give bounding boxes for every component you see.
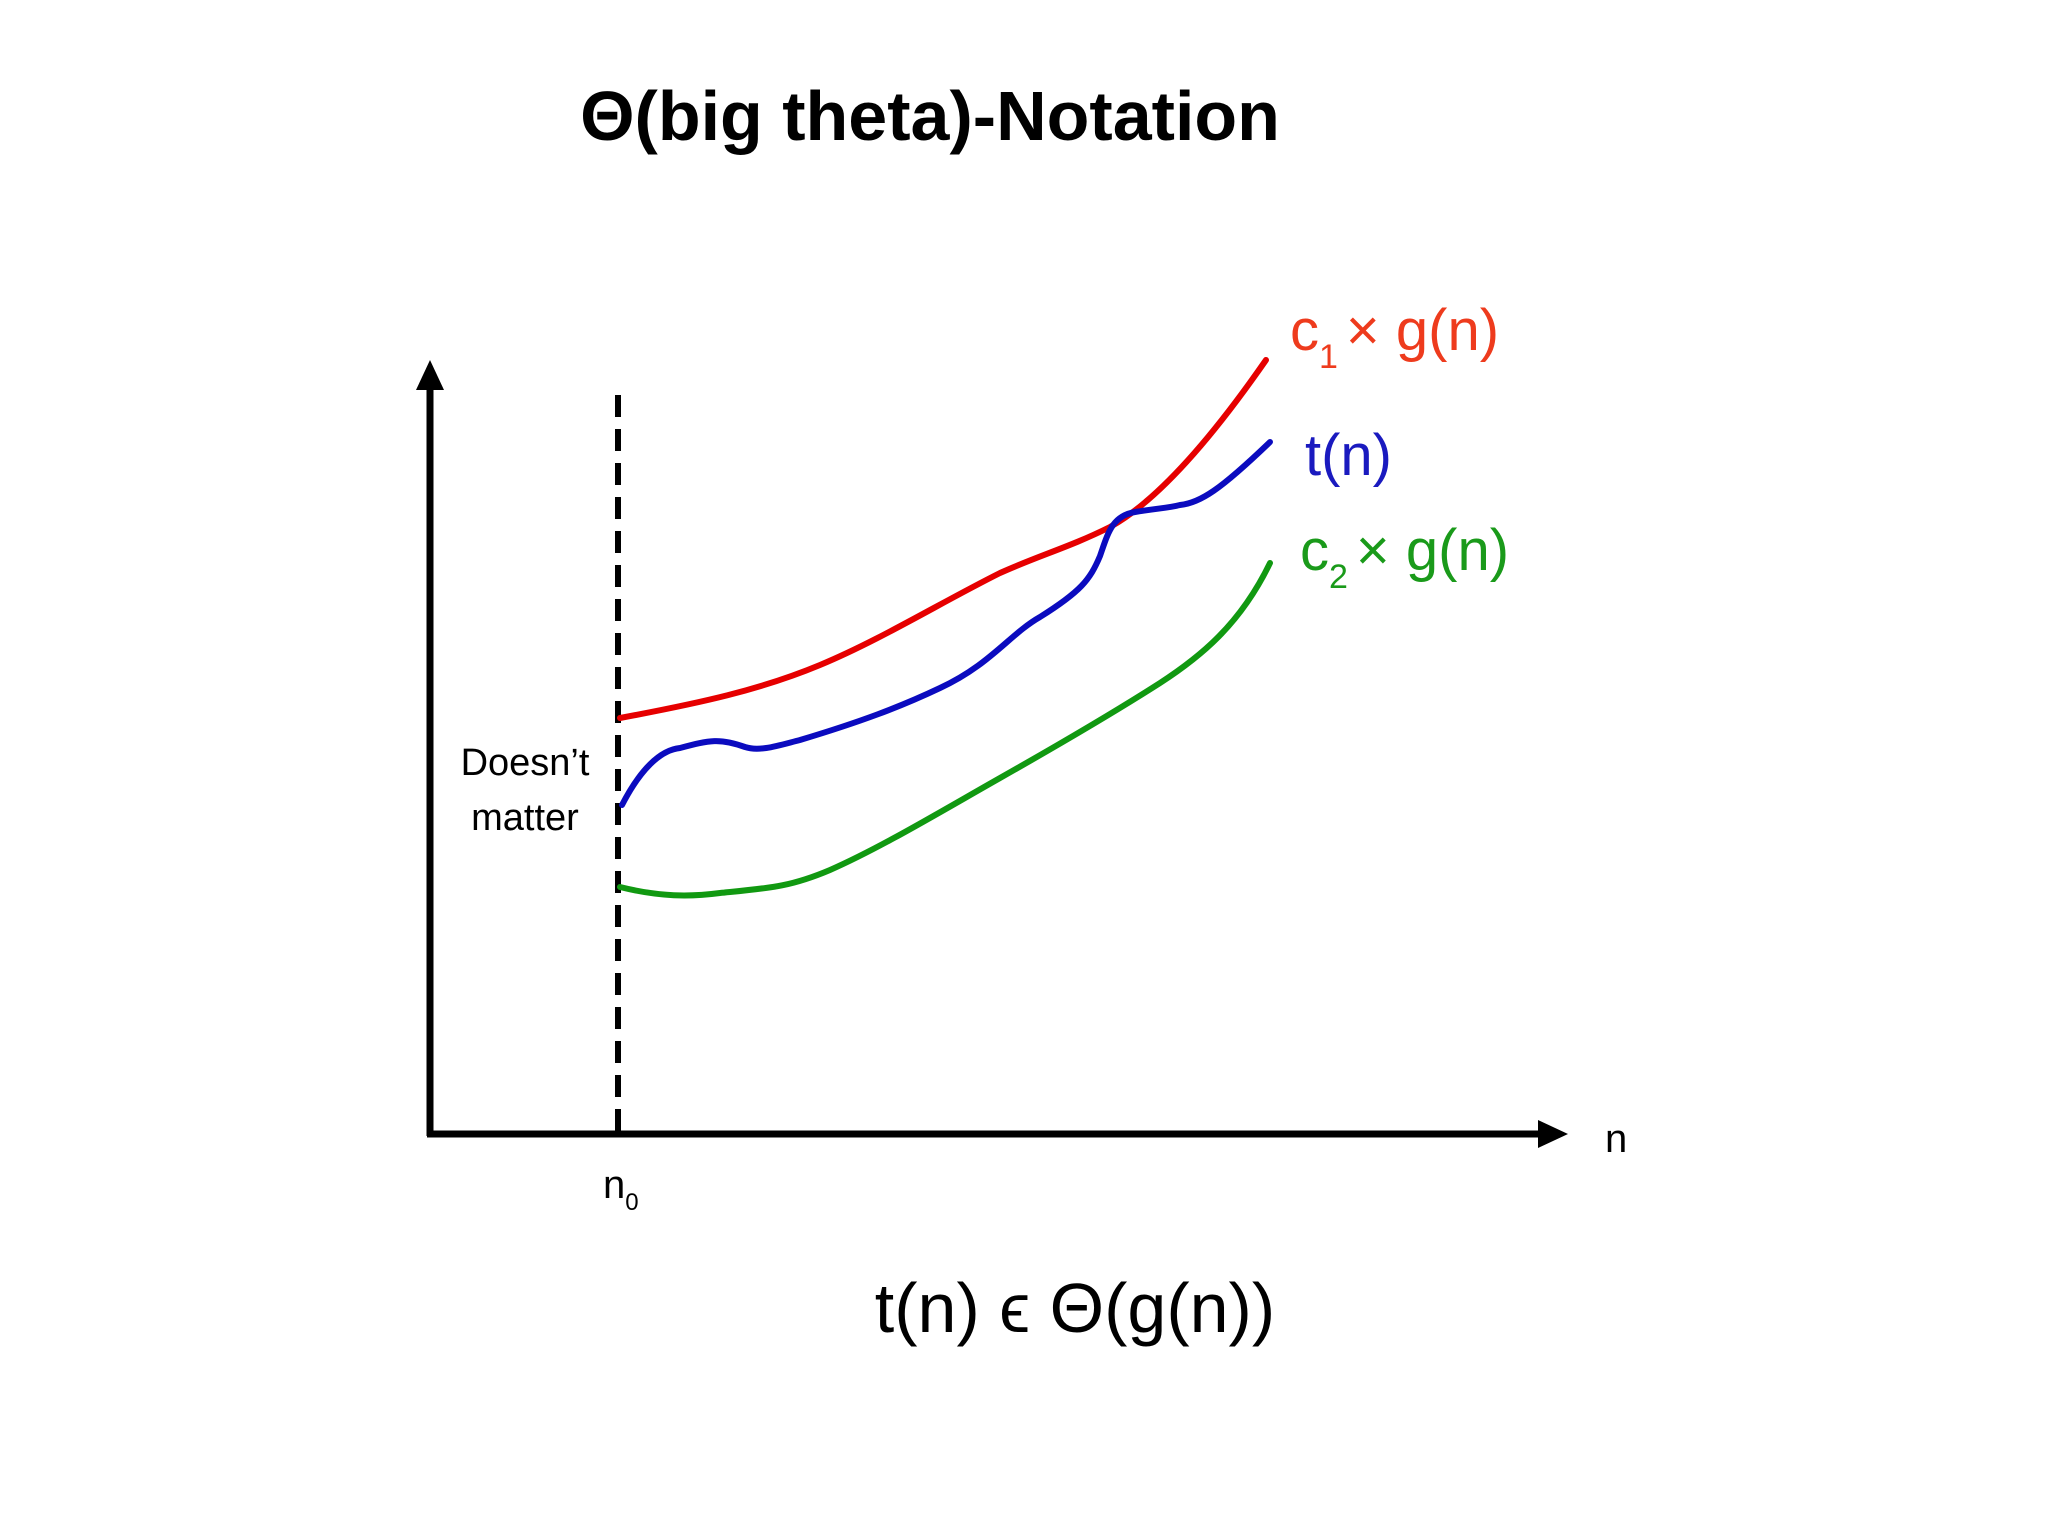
x-axis-arrow-icon — [1538, 1120, 1568, 1148]
lower-bound-label-rest: × g(n) — [1356, 518, 1509, 583]
theta-formula: t(n) ϵ Θ(g(n)) — [875, 1269, 1275, 1347]
upper-bound-label-rest: × g(n) — [1346, 298, 1499, 363]
t-of-n-curve — [619, 439, 1273, 808]
doesnt-matter-line2: matter — [471, 797, 579, 839]
upper-bound-label-c: c — [1290, 298, 1319, 363]
n0-label: n0 — [603, 1163, 639, 1216]
lower-bound-label-subscript: 2 — [1329, 558, 1348, 596]
page-title: Θ(big theta)-Notation — [580, 77, 1280, 155]
upper-bound-label-subscript: 1 — [1319, 338, 1338, 376]
lower-bound-label: c2 × g(n) — [1300, 518, 1509, 596]
y-axis-arrow-icon — [416, 360, 444, 390]
lower-bound-curve — [617, 560, 1273, 899]
x-axis-label: n — [1605, 1117, 1627, 1161]
upper-bound-label: c1 × g(n) — [1290, 298, 1499, 376]
t-of-n-label: t(n) — [1305, 423, 1392, 488]
doesnt-matter-line1: Doesn’t — [461, 742, 590, 784]
n0-label-base: n — [603, 1163, 625, 1207]
lower-bound-label-c: c — [1300, 518, 1329, 583]
n0-label-subscript: 0 — [625, 1189, 638, 1216]
upper-bound-curve — [617, 357, 1269, 721]
